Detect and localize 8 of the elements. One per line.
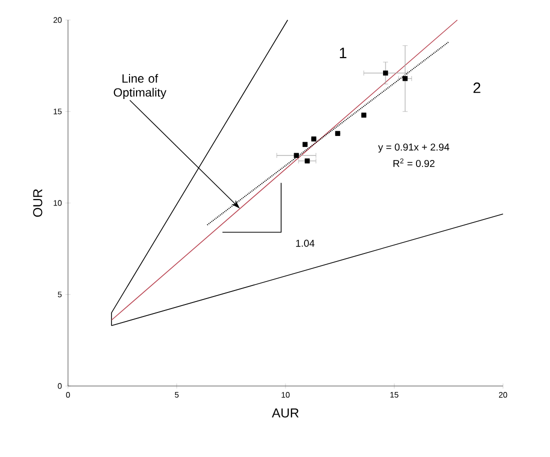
- annotation: 1: [340, 48, 346, 58]
- annotation: Line of Optimality: [114, 74, 166, 100]
- annotation: R$^{2}$ = 0.92: [393, 158, 434, 168]
- x-axis-title: AUR: [272, 408, 299, 418]
- annotation: 2: [474, 82, 480, 93]
- annotation: y = 0.91x + 2.94: [378, 144, 450, 153]
- y-axis-title: OUR: [33, 189, 42, 217]
- annotation: 1.04: [296, 240, 314, 247]
